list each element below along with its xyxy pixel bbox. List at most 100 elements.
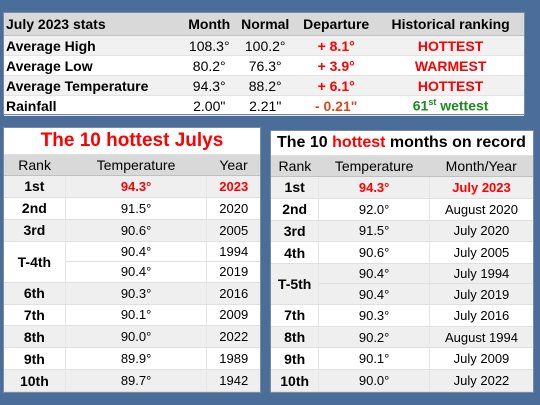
rank-cell: 2nd <box>271 198 320 221</box>
table-row: 10th 90.0° July 2022 <box>271 369 533 392</box>
hottest-julys-table: The 10 hottest Julys Rank Temperature Ye… <box>4 128 260 392</box>
stats-row-average-temperature: Average Temperature 94.3° 88.2° + 6.1° H… <box>4 75 524 96</box>
hottest-months-table: The 10 hottest months on record Rank Tem… <box>271 131 533 392</box>
rank-cell: 7th <box>4 304 66 327</box>
stats-ranking-value: WARMEST <box>377 55 524 76</box>
temperature-cell: 91.5° <box>318 220 430 243</box>
stats-label: Average High <box>4 35 184 56</box>
year-cell: 2005 <box>206 219 260 242</box>
table-row: 8th 90.2° August 1994 <box>271 326 533 349</box>
hottest-months-title: The 10 hottest months on record <box>271 131 533 156</box>
july-2023-stats-panel: July 2023 stats Month Normal Departure H… <box>3 12 525 116</box>
month-year-cell: July 1994 <box>429 263 533 285</box>
rank-cell: 3rd <box>271 220 320 243</box>
stats-normal-value: 100.2° <box>235 35 296 56</box>
stats-departure-value: - 0.21" <box>295 95 378 116</box>
month-year-cell: July 2023 <box>429 176 533 199</box>
table-row: 2nd 91.5° 2020 <box>4 197 260 220</box>
rank-cell: 3rd <box>4 219 66 242</box>
year-cell: 1942 <box>206 369 260 392</box>
month-year-cell: July 2005 <box>429 241 533 264</box>
col-header-month-year: Month/Year <box>429 155 533 177</box>
hottest-julys-title: The 10 hottest Julys <box>4 128 260 155</box>
stats-row-rainfall: Rainfall 2.00" 2.21" - 0.21" 61st wettes… <box>4 95 524 116</box>
month-year-cell: July 2016 <box>429 304 533 327</box>
col-header-temperature: Temperature <box>65 154 207 176</box>
temperature-cell: 90.4° <box>318 263 430 285</box>
temperature-cell: 90.3° <box>65 282 208 305</box>
table-row: 1st 94.3° 2023 <box>4 175 260 198</box>
table-row: 9th 90.1° July 2009 <box>271 347 533 371</box>
year-cell: 2016 <box>206 282 260 305</box>
stats-header-row: July 2023 stats Month Normal Departure H… <box>4 13 524 36</box>
temperature-cell: 94.3° <box>318 176 430 199</box>
stats-month-value: 108.3° <box>183 35 236 56</box>
title-suffix: months on record <box>385 134 526 151</box>
temperature-cell: 90.4° <box>65 241 208 263</box>
temperature-cell: 94.3° <box>65 175 208 198</box>
table-row: 6th 90.3° 2016 <box>4 282 260 305</box>
stats-departure-value: + 6.1° <box>295 75 378 96</box>
stats-label: Rainfall <box>4 95 184 116</box>
stats-ranking-value: HOTTEST <box>377 35 524 56</box>
stats-ranking-value: 61st wettest <box>377 95 524 116</box>
ranking-descriptor: wettest <box>436 97 489 114</box>
stats-label: Average Low <box>4 55 184 76</box>
stats-header-month: Month <box>183 13 236 36</box>
month-year-cell: July 2020 <box>429 220 533 243</box>
stats-label: Average Temperature <box>4 75 184 96</box>
rank-cell: 8th <box>4 325 66 349</box>
temperature-cell: 89.9° <box>65 347 208 371</box>
table-row: 3rd 91.5° July 2020 <box>271 220 533 243</box>
temperature-cell: 91.5° <box>65 197 208 220</box>
stats-table: July 2023 stats Month Normal Departure H… <box>4 13 524 116</box>
year-cell: 1994 <box>206 241 260 263</box>
rank-cell: T-5th <box>271 263 320 305</box>
stats-departure-value: + 8.1° <box>295 35 378 56</box>
col-header-rank: Rank <box>4 154 66 176</box>
hottest-julys-panel: The 10 hottest Julys Rank Temperature Ye… <box>3 127 261 393</box>
temperature-cell: 92.0° <box>318 198 430 221</box>
rank-cell: 6th <box>4 282 66 305</box>
table-row: 90.4° 2019 <box>4 261 260 283</box>
month-year-cell: July 2019 <box>429 283 533 305</box>
rank-cell: 8th <box>271 326 320 349</box>
temperature-cell: 90.4° <box>318 283 430 305</box>
stats-row-average-low: Average Low 80.2° 76.3° + 3.9° WARMEST <box>4 55 524 76</box>
rank-cell: 10th <box>271 369 320 392</box>
table-row: 1st 94.3° July 2023 <box>271 176 533 199</box>
ranking-number: 61 <box>412 97 429 114</box>
stats-header-title: July 2023 stats <box>4 13 184 36</box>
year-cell: 2023 <box>206 175 260 198</box>
temperature-cell: 89.7° <box>65 369 208 392</box>
rank-cell: 1st <box>271 176 320 199</box>
stats-header-departure: Departure <box>295 13 378 36</box>
month-year-cell: July 2009 <box>429 347 533 371</box>
rank-cell: 2nd <box>4 197 66 220</box>
month-year-cell: August 2020 <box>429 198 533 221</box>
col-header-rank: Rank <box>271 155 319 177</box>
rank-cell: 7th <box>271 304 320 327</box>
rank-cell: 10th <box>4 369 66 392</box>
temperature-cell: 90.0° <box>65 325 208 349</box>
stats-month-value: 2.00" <box>183 95 236 116</box>
hottest-months-header-row: Rank Temperature Month/Year <box>271 155 533 177</box>
table-row: 2nd 92.0° August 2020 <box>271 198 533 221</box>
rank-cell: T-4th <box>4 241 66 283</box>
temperature-cell: 90.1° <box>318 347 430 371</box>
hottest-julys-header-row: Rank Temperature Year <box>4 154 260 176</box>
stats-normal-value: 88.2° <box>235 75 296 96</box>
table-row: 10th 89.7° 1942 <box>4 369 260 392</box>
stats-normal-value: 76.3° <box>235 55 296 76</box>
table-row: 3rd 90.6° 2005 <box>4 219 260 242</box>
temperature-cell: 90.3° <box>318 304 430 327</box>
ranking-ordinal-suffix: st <box>428 97 437 108</box>
stats-header-normal: Normal <box>235 13 296 36</box>
col-header-temperature: Temperature <box>318 155 430 177</box>
temperature-cell: 90.1° <box>65 304 208 327</box>
stats-ranking-value: HOTTEST <box>377 75 524 96</box>
stats-month-value: 80.2° <box>183 55 236 76</box>
rank-cell: 4th <box>271 241 320 264</box>
stats-header-ranking: Historical ranking <box>377 13 524 36</box>
stats-row-average-high: Average High 108.3° 100.2° + 8.1° HOTTES… <box>4 35 524 56</box>
